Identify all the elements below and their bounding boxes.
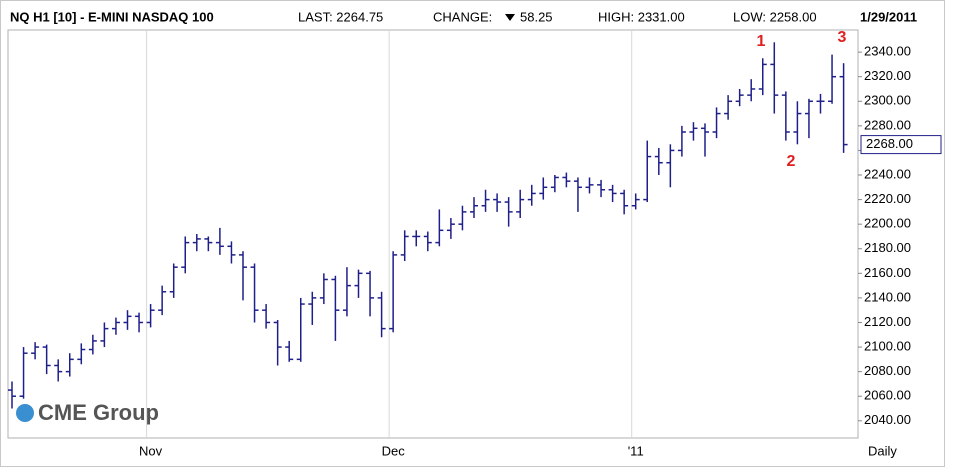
logo: CME Group <box>16 400 159 425</box>
y-tick-label: 2060.00 <box>864 388 911 403</box>
last: LAST: 2264.75 <box>298 9 383 24</box>
x-tick-label: Nov <box>139 443 163 458</box>
low: LOW: 2258.00 <box>733 9 817 24</box>
y-tick-label: 2160.00 <box>864 265 911 280</box>
y-tick-label: 2140.00 <box>864 289 911 304</box>
annotation: 1 <box>757 33 766 50</box>
x-tick-label: '11 <box>628 443 644 458</box>
high: HIGH: 2331.00 <box>598 9 685 24</box>
y-tick-label: 2120.00 <box>864 314 911 329</box>
logo-globe <box>16 404 34 422</box>
y-tick-label: 2340.00 <box>864 44 911 59</box>
change-label: CHANGE: <box>433 9 492 24</box>
down-arrow <box>505 14 515 21</box>
y-tick-label: 2240.00 <box>864 166 911 181</box>
logo-text: CME Group <box>38 400 159 425</box>
chart-title: NQ H1 [10] - E-MINI NASDAQ 100 <box>10 9 214 24</box>
x-tick-label: Dec <box>382 443 406 458</box>
y-tick-label: 2040.00 <box>864 412 911 427</box>
plot-area <box>7 29 859 439</box>
y-tick-label: 2100.00 <box>864 338 911 353</box>
date: 1/29/2011 <box>860 9 917 24</box>
y-tick-label: 2320.00 <box>864 68 911 83</box>
y-tick-label: 2300.00 <box>864 93 911 108</box>
price-label: 2268.00 <box>866 136 913 151</box>
frame <box>0 0 945 467</box>
y-tick-label: 2220.00 <box>864 191 911 206</box>
annotation: 2 <box>787 153 796 170</box>
price-box <box>860 135 942 155</box>
change: 58.25 <box>520 9 553 24</box>
y-tick-label: 2080.00 <box>864 363 911 378</box>
y-tick-label: 2280.00 <box>864 117 911 132</box>
y-tick-label: 2200.00 <box>864 216 911 231</box>
y-tick-label: 2180.00 <box>864 240 911 255</box>
interval: Daily <box>868 443 897 458</box>
annotation: 3 <box>838 29 847 46</box>
